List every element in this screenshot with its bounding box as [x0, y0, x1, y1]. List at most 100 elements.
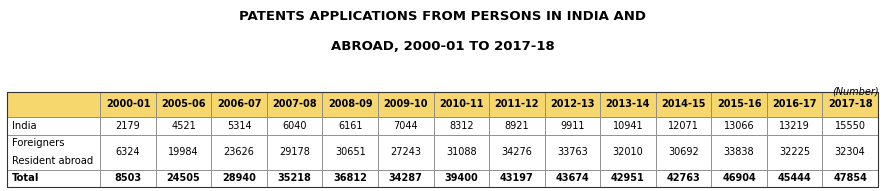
Bar [100, 170, 156, 187]
Text: 28940: 28940 [222, 173, 256, 183]
Text: 6040: 6040 [282, 121, 307, 131]
Bar [766, 117, 822, 135]
Text: 32304: 32304 [835, 147, 866, 157]
Bar [822, 92, 878, 117]
Text: 33763: 33763 [557, 147, 588, 157]
Text: 45444: 45444 [778, 173, 812, 183]
Text: 36812: 36812 [334, 173, 367, 183]
Bar [7, 117, 100, 135]
Text: 2016-17: 2016-17 [773, 99, 817, 109]
Bar [656, 170, 712, 187]
Text: 8921: 8921 [504, 121, 529, 131]
Text: 19984: 19984 [168, 147, 199, 157]
Bar [600, 117, 656, 135]
Bar [434, 135, 489, 170]
Bar [656, 135, 712, 170]
Bar [156, 92, 212, 117]
Text: 34276: 34276 [502, 147, 532, 157]
Text: 43197: 43197 [500, 173, 534, 183]
Bar [322, 170, 378, 187]
Text: 2014-15: 2014-15 [661, 99, 705, 109]
Text: 33838: 33838 [724, 147, 754, 157]
Bar [434, 117, 489, 135]
Text: 9911: 9911 [560, 121, 585, 131]
Text: 6324: 6324 [116, 147, 141, 157]
Bar [600, 135, 656, 170]
Text: 6161: 6161 [338, 121, 363, 131]
Text: Resident abroad: Resident abroad [12, 156, 94, 166]
Bar [766, 170, 822, 187]
Text: 24505: 24505 [166, 173, 201, 183]
Text: 2006-07: 2006-07 [217, 99, 261, 109]
Text: 8503: 8503 [114, 173, 142, 183]
Text: 2017-18: 2017-18 [827, 99, 873, 109]
Text: 43674: 43674 [556, 173, 589, 183]
Text: 42763: 42763 [666, 173, 700, 183]
Text: 32010: 32010 [612, 147, 643, 157]
Bar [322, 117, 378, 135]
Bar [212, 117, 267, 135]
Bar [100, 117, 156, 135]
Text: Foreigners: Foreigners [12, 138, 65, 148]
Bar [100, 135, 156, 170]
Bar [267, 170, 322, 187]
Text: 2010-11: 2010-11 [439, 99, 483, 109]
Bar [766, 92, 822, 117]
Text: 23626: 23626 [224, 147, 255, 157]
Text: 15550: 15550 [835, 121, 866, 131]
Bar [822, 135, 878, 170]
Bar [544, 135, 600, 170]
Text: 29178: 29178 [280, 147, 310, 157]
Bar [212, 135, 267, 170]
Bar [156, 170, 212, 187]
Bar [489, 117, 544, 135]
Bar [378, 135, 434, 170]
Bar [656, 117, 712, 135]
Text: 39400: 39400 [444, 173, 478, 183]
Bar [267, 92, 322, 117]
Text: India: India [12, 121, 37, 131]
Bar [267, 135, 322, 170]
Text: 27243: 27243 [390, 147, 421, 157]
Bar [7, 170, 100, 187]
Text: 13219: 13219 [779, 121, 810, 131]
Text: 2007-08: 2007-08 [273, 99, 317, 109]
Text: 34287: 34287 [389, 173, 423, 183]
Text: 46904: 46904 [722, 173, 756, 183]
Text: 2008-09: 2008-09 [328, 99, 373, 109]
Text: 4521: 4521 [171, 121, 196, 131]
Text: 30692: 30692 [668, 147, 699, 157]
Bar [712, 92, 766, 117]
Bar [489, 170, 544, 187]
Text: 32225: 32225 [779, 147, 810, 157]
Text: 31088: 31088 [446, 147, 477, 157]
Text: 2013-14: 2013-14 [605, 99, 650, 109]
Bar [322, 135, 378, 170]
Bar [544, 92, 600, 117]
Bar [378, 170, 434, 187]
Bar [267, 117, 322, 135]
Bar [212, 92, 267, 117]
Text: 2179: 2179 [116, 121, 141, 131]
Bar [544, 117, 600, 135]
Text: 35218: 35218 [278, 173, 312, 183]
Bar [712, 117, 766, 135]
Bar [7, 92, 100, 117]
Text: 5314: 5314 [227, 121, 251, 131]
Bar [766, 135, 822, 170]
Bar [489, 92, 544, 117]
Text: 2011-12: 2011-12 [495, 99, 539, 109]
Bar [100, 92, 156, 117]
Bar [378, 117, 434, 135]
Bar [378, 92, 434, 117]
Bar [156, 117, 212, 135]
Bar [600, 170, 656, 187]
Text: ABROAD, 2000-01 TO 2017-18: ABROAD, 2000-01 TO 2017-18 [331, 40, 554, 53]
Bar [434, 92, 489, 117]
Bar [489, 135, 544, 170]
Bar [156, 135, 212, 170]
Bar [822, 170, 878, 187]
Text: 2000-01: 2000-01 [106, 99, 150, 109]
Bar [712, 170, 766, 187]
Bar [322, 92, 378, 117]
